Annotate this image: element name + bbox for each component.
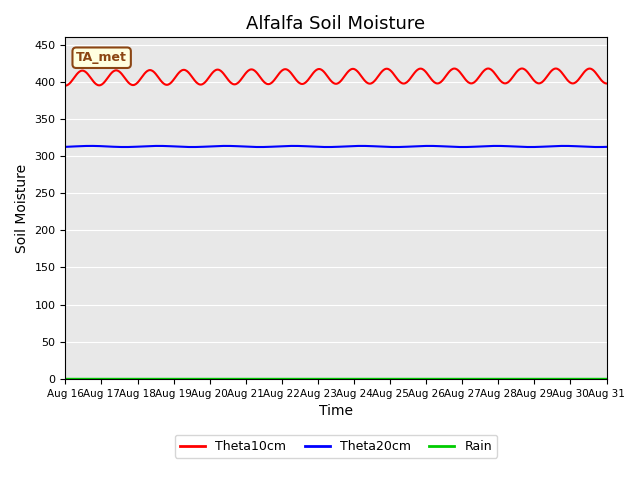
Rain: [61, 375, 69, 381]
Theta20cm: [392, 144, 400, 150]
Rain: [252, 375, 259, 381]
Theta20cm: [225, 143, 233, 149]
Rain: [422, 375, 430, 381]
Text: TA_met: TA_met: [76, 51, 127, 64]
Rain: [603, 375, 611, 381]
Theta10cm: [518, 66, 525, 72]
Theta20cm: [126, 144, 134, 150]
Theta20cm: [87, 143, 95, 149]
Theta20cm: [595, 144, 602, 150]
Rain: [225, 375, 232, 381]
Rain: [392, 375, 399, 381]
Theta10cm: [422, 69, 430, 75]
Theta20cm: [252, 144, 260, 150]
Theta10cm: [225, 77, 232, 83]
Theta10cm: [61, 83, 69, 88]
Theta10cm: [272, 75, 280, 81]
Legend: Theta10cm, Theta20cm, Rain: Theta10cm, Theta20cm, Rain: [175, 435, 497, 458]
Theta10cm: [252, 68, 259, 74]
Rain: [125, 375, 132, 381]
Theta20cm: [603, 144, 611, 150]
Title: Alfalfa Soil Moisture: Alfalfa Soil Moisture: [246, 15, 426, 33]
Theta20cm: [61, 144, 69, 150]
Theta20cm: [423, 143, 431, 149]
Theta20cm: [273, 144, 280, 149]
Theta10cm: [603, 81, 611, 86]
Theta10cm: [125, 80, 132, 86]
X-axis label: Time: Time: [319, 404, 353, 418]
Y-axis label: Soil Moisture: Soil Moisture: [15, 164, 29, 252]
Line: Theta20cm: Theta20cm: [65, 146, 607, 147]
Rain: [272, 375, 280, 381]
Line: Theta10cm: Theta10cm: [65, 69, 607, 85]
Theta10cm: [392, 74, 399, 80]
